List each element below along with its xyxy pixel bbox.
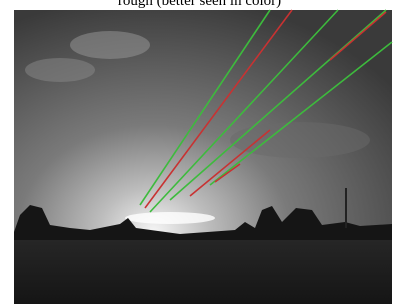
cloud [25, 58, 95, 82]
field [14, 240, 392, 304]
cloud [70, 31, 150, 59]
page: rough (better seen in color) {"caption":… [0, 0, 399, 304]
cloud [125, 212, 215, 224]
photo [0, 0, 399, 304]
